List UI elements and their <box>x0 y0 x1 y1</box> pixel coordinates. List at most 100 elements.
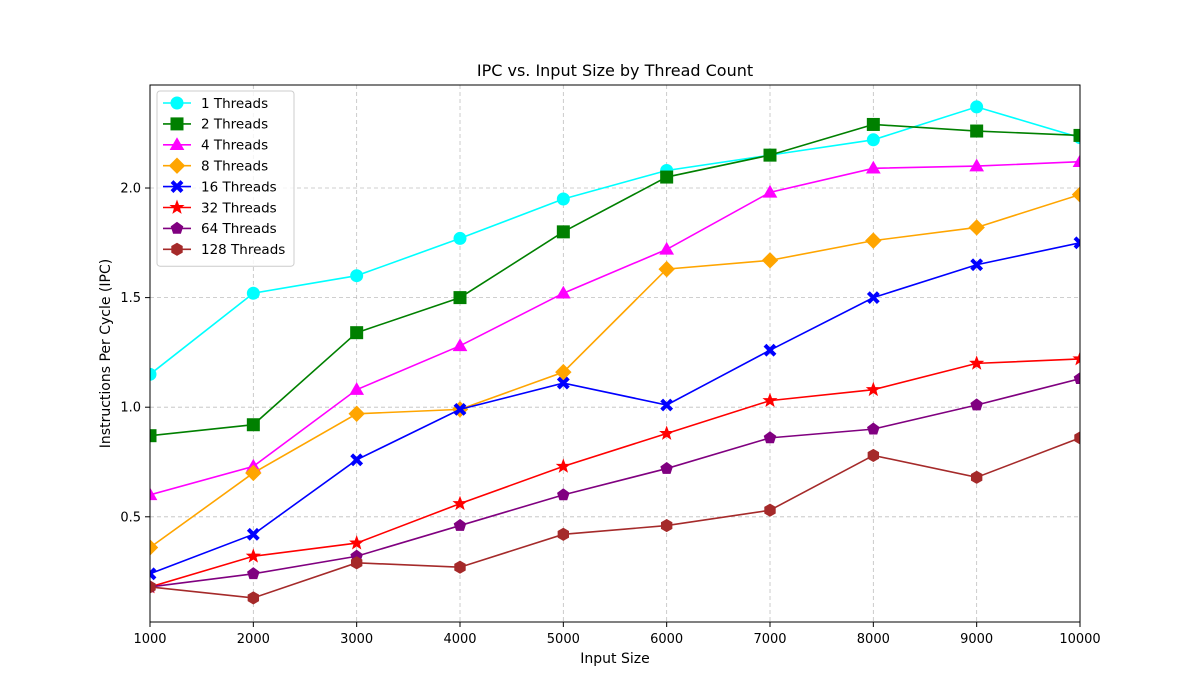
series-16-threads <box>150 236 1080 581</box>
y-tick-label: 0.5 <box>120 510 141 525</box>
data-point-8-threads <box>348 405 365 422</box>
data-point-16-threads <box>150 567 157 581</box>
x-tick-label: 3000 <box>340 632 373 647</box>
legend-label: 64 Threads <box>201 221 277 237</box>
data-point-8-threads <box>658 260 675 278</box>
legend-item-128-threads: 128 Threads <box>163 242 285 258</box>
data-point-1-threads <box>556 192 570 206</box>
data-point-8-threads <box>150 539 159 556</box>
data-point-32-threads <box>349 535 365 550</box>
series-line-2-threads <box>150 123 1080 437</box>
legend: 1 Threads 2 Threads 4 Threads 8 Threads 16 T… <box>156 90 295 267</box>
data-point-32-threads <box>865 381 881 397</box>
data-point-4-threads <box>762 184 778 198</box>
legend-item-4-threads: 4 Threads <box>163 137 268 154</box>
data-point-2-threads <box>556 225 570 239</box>
data-point-32-threads <box>245 548 261 563</box>
legend-label: 16 Threads <box>201 179 277 195</box>
data-point-4-threads <box>659 241 675 255</box>
data-point-32-threads <box>762 392 778 408</box>
data-point-16-threads <box>1073 236 1080 250</box>
data-point-1-threads <box>350 269 364 283</box>
x-tick-label: 5000 <box>547 632 580 647</box>
data-point-128-threads <box>454 560 466 574</box>
data-point-2-threads <box>350 326 364 340</box>
data-point-64-threads <box>453 518 467 531</box>
y-tick-label: 1.5 <box>120 291 141 306</box>
series-2-threads <box>150 117 1080 443</box>
data-point-64-threads <box>557 488 570 501</box>
legend-item-8-threads: 8 Threads <box>163 157 268 175</box>
data-point-1-threads <box>866 133 880 147</box>
data-point-128-threads <box>1074 431 1080 445</box>
legend-marker <box>170 180 184 194</box>
series-line-32-threads <box>150 358 1080 588</box>
data-point-16-threads <box>660 398 674 412</box>
legend-label: 4 Threads <box>201 138 268 154</box>
legend-item-32-threads: 32 Threads <box>163 199 277 216</box>
data-point-2-threads <box>866 117 880 131</box>
y-tick-label: 2.0 <box>120 182 141 197</box>
data-point-128-threads <box>867 448 880 462</box>
series-layer <box>150 100 1080 605</box>
data-point-8-threads <box>555 363 572 381</box>
legend-box <box>156 90 295 267</box>
data-point-1-threads <box>246 286 260 300</box>
data-point-8-threads <box>968 219 985 236</box>
data-point-64-threads <box>660 461 673 474</box>
data-point-2-threads <box>660 170 674 184</box>
data-point-32-threads <box>1072 351 1080 366</box>
series-32-threads <box>150 351 1080 594</box>
data-point-128-threads <box>764 503 776 517</box>
legend-label: 8 Threads <box>201 159 268 175</box>
plot-frame <box>149 84 1081 623</box>
x-tick-label: 7000 <box>753 632 786 647</box>
legend-marker <box>170 117 184 131</box>
data-point-32-threads <box>555 458 571 473</box>
data-point-32-threads <box>969 355 985 370</box>
data-point-8-threads <box>1071 186 1080 203</box>
data-point-1-threads <box>150 367 157 381</box>
data-point-2-threads <box>453 291 467 305</box>
legend-item-64-threads: 64 Threads <box>163 221 277 237</box>
y-tick-label: 1.0 <box>120 401 141 416</box>
data-point-2-threads <box>150 429 157 443</box>
legend-marker <box>170 221 184 234</box>
chart-title: IPC vs. Input Size by Thread Count <box>477 61 753 80</box>
legend-label: 1 Threads <box>201 96 268 112</box>
legend-marker <box>168 157 186 174</box>
data-point-4-threads <box>969 158 985 172</box>
series-line-8-threads <box>150 193 1080 549</box>
legend-item-1-threads: 1 Threads <box>163 96 268 112</box>
data-point-4-threads <box>349 382 365 395</box>
data-point-16-threads <box>453 402 467 416</box>
legend-item-16-threads: 16 Threads <box>163 179 277 195</box>
data-point-64-threads <box>1073 372 1080 385</box>
data-point-128-threads <box>660 518 673 533</box>
data-point-64-threads <box>247 567 260 580</box>
data-point-4-threads <box>555 285 571 299</box>
data-point-64-threads <box>970 398 983 411</box>
data-point-1-threads <box>453 231 467 245</box>
legend-label: 2 Threads <box>201 117 268 133</box>
data-point-64-threads <box>867 422 880 435</box>
series-line-64-threads <box>150 377 1080 588</box>
data-point-16-threads <box>763 343 777 357</box>
legend-marker <box>171 242 183 256</box>
data-point-16-threads <box>866 291 880 305</box>
data-point-2-threads <box>763 148 777 162</box>
x-tick-label: 8000 <box>857 632 890 647</box>
data-point-8-threads <box>865 232 882 249</box>
x-tick-label: 6000 <box>650 632 683 647</box>
data-point-8-threads <box>761 252 779 269</box>
x-tick-label: 1000 <box>133 632 166 647</box>
data-point-128-threads <box>970 470 983 484</box>
legend-marker <box>169 137 185 151</box>
data-point-16-threads <box>970 258 984 272</box>
data-point-32-threads <box>659 425 675 440</box>
data-point-4-threads <box>150 487 158 501</box>
data-point-2-threads <box>970 124 984 138</box>
data-point-128-threads <box>247 591 260 605</box>
data-point-16-threads <box>556 376 570 390</box>
